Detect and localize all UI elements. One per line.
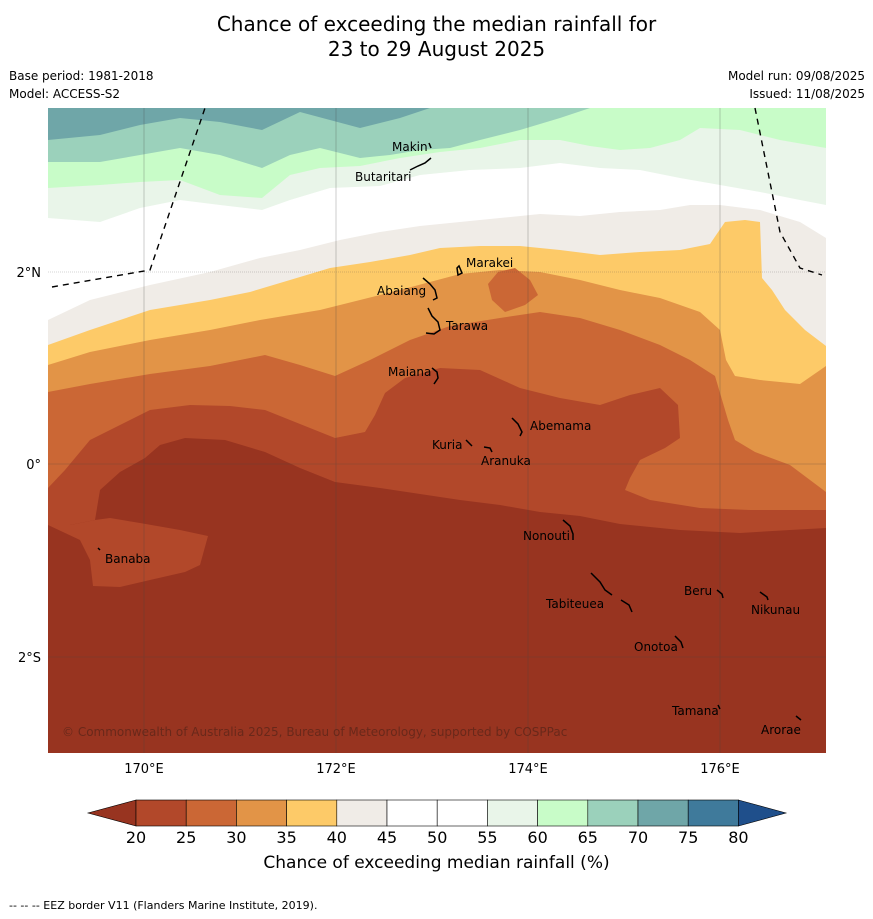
island-label-nonouti: Nonouti — [523, 529, 570, 543]
contour-60-65-east — [760, 108, 826, 140]
island-label-tabiteuea: Tabiteuea — [545, 597, 604, 611]
colorbar-tick-label: 80 — [728, 828, 748, 847]
island-label-maiana: Maiana — [388, 365, 431, 379]
colorbar-segment — [687, 799, 739, 827]
island-label-beru: Beru — [684, 584, 712, 598]
copyright-text: © Commonwealth of Australia 2025, Bureau… — [62, 725, 567, 739]
colorbar-tick-label: 25 — [176, 828, 196, 847]
colorbar-arrow-high — [738, 799, 788, 827]
colorbar-title: Chance of exceeding median rainfall (%) — [263, 853, 610, 873]
colorbar-segment — [537, 799, 589, 827]
colorbar — [86, 799, 788, 827]
colorbar-segment — [436, 799, 488, 827]
colorbar-tick-label: 30 — [226, 828, 246, 847]
colorbar-segment — [386, 799, 438, 827]
x-tick-170e: 170°E — [124, 762, 164, 777]
x-axis-ticks: 170°E 172°E 174°E 176°E — [124, 762, 740, 777]
colorbar-tick-label: 75 — [678, 828, 698, 847]
island-label-aranuka: Aranuka — [481, 454, 531, 468]
colorbar-tick-label: 20 — [126, 828, 146, 847]
island-label-banaba: Banaba — [105, 552, 151, 566]
x-tick-176e: 176°E — [700, 762, 740, 777]
island-label-arorae: Arorae — [761, 723, 801, 737]
colorbar-segment — [185, 799, 237, 827]
colorbar-segment — [286, 799, 338, 827]
issued-date: Issued: 11/08/2025 — [749, 87, 865, 101]
model-run: Model run: 09/08/2025 — [727, 69, 865, 83]
left-metadata: Base period: 1981-2018 Model: ACCESS-S2 — [9, 67, 154, 103]
colorbar-tick-label: 65 — [578, 828, 598, 847]
y-tick-0: 0° — [26, 458, 41, 473]
colorbar-segment — [236, 799, 287, 827]
base-period: Base period: 1981-2018 — [9, 69, 154, 83]
x-tick-172e: 172°E — [316, 762, 356, 777]
contour-20-25-banaba — [48, 518, 208, 587]
title-line-2: 23 to 29 August 2025 — [327, 37, 546, 61]
contour-65-70 — [48, 108, 590, 168]
colorbar-tick-label: 55 — [477, 828, 497, 847]
gridlines — [48, 108, 826, 753]
colorbar-segment — [487, 799, 538, 827]
eez-footnote: -- -- -- EEZ border V11 (Flanders Marine… — [9, 899, 318, 912]
island-outlines — [97, 142, 802, 721]
model-name: Model: ACCESS-S2 — [9, 87, 121, 101]
colorbar-segment — [135, 799, 187, 827]
island-label-nikunau: Nikunau — [751, 603, 800, 617]
colorbar-tick-label: 50 — [427, 828, 447, 847]
colorbar-segment — [637, 799, 689, 827]
island-label-onotoa: Onotoa — [634, 640, 678, 654]
colorbar-segment — [336, 799, 388, 827]
chart-title: Chance of exceeding the median rainfall … — [0, 12, 873, 62]
colorbar-arrow-low — [86, 799, 137, 827]
x-tick-174e: 174°E — [508, 762, 548, 777]
contour-70-75 — [48, 108, 430, 140]
island-label-abaiang: Abaiang — [377, 284, 426, 298]
rainfall-contours — [48, 108, 826, 753]
island-label-makin: Makin — [392, 140, 428, 154]
colorbar-ticks: 20 25 30 35 40 45 50 55 60 65 70 75 80 — [126, 828, 749, 847]
y-axis-ticks: 2°N 0° 2°S — [17, 266, 42, 666]
colorbar-tick-label: 70 — [628, 828, 648, 847]
contour-25-30-marakei — [488, 268, 538, 312]
island-labels: Makin Butaritari Marakei Abaiang Tarawa … — [105, 140, 801, 737]
y-tick-2n: 2°N — [17, 266, 42, 281]
contour-below-20 — [48, 438, 826, 753]
colorbar-segment — [587, 799, 639, 827]
right-metadata: Model run: 09/08/2025 Issued: 11/08/2025 — [728, 67, 865, 103]
island-label-tarawa: Tarawa — [445, 319, 488, 333]
title-line-1: Chance of exceeding the median rainfall … — [216, 12, 657, 36]
eez-border — [51, 107, 823, 288]
island-label-abemama: Abemama — [530, 419, 591, 433]
colorbar-tick-label: 45 — [377, 828, 397, 847]
colorbar-tick-label: 40 — [327, 828, 347, 847]
y-tick-2s: 2°S — [18, 651, 41, 666]
colorbar-tick-label: 60 — [527, 828, 547, 847]
colorbar-tick-label: 35 — [276, 828, 296, 847]
island-label-butaritari: Butaritari — [355, 170, 412, 184]
island-label-tamana: Tamana — [671, 704, 719, 718]
contour-55-60-east — [730, 140, 826, 170]
island-label-marakei: Marakei — [466, 256, 513, 270]
island-label-kuria: Kuria — [432, 438, 463, 452]
